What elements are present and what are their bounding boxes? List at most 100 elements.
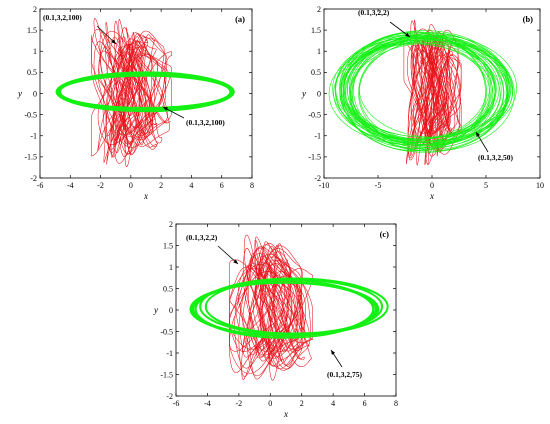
attractor-trajectory bbox=[93, 41, 148, 137]
ellipse-ring bbox=[353, 33, 510, 148]
y-tick-label: 2 bbox=[33, 5, 37, 14]
ellipse-ring bbox=[358, 39, 504, 146]
attractor-trajectory bbox=[112, 30, 165, 164]
arrowhead bbox=[405, 32, 410, 37]
attractor-trajectory bbox=[254, 236, 313, 367]
y-axis-label: y bbox=[153, 305, 158, 315]
attractor-trajectory bbox=[425, 54, 462, 133]
x-tick-label: -5 bbox=[375, 181, 382, 190]
chart-panel-b: -10 -5 0 5 10 -2 -1.5 -1 -0.5 0 0.5 1 1.5 2 x y (b) (0.1,… bbox=[301, 5, 544, 201]
attractor-trajectory bbox=[410, 43, 437, 157]
x-tick-label: 2 bbox=[300, 399, 304, 408]
panel-label: (a) bbox=[235, 14, 245, 24]
ellipse-ring bbox=[358, 36, 507, 150]
y-tick-label: 2 bbox=[317, 5, 321, 14]
y-tick-label: 0.5 bbox=[311, 68, 321, 77]
series-green-ellipse bbox=[328, 30, 517, 153]
chart-panel-a: -6 -4 -2 0 2 4 6 8 -2 -1.5 -1 -0.5 0 0.5 1 1.5 2 x y (a) (0.… bbox=[17, 5, 254, 201]
x-tick-label: -2 bbox=[97, 181, 104, 190]
y-tick-label: -2 bbox=[314, 174, 321, 183]
attractor-trajectory bbox=[429, 49, 449, 127]
x-tick-label: -4 bbox=[204, 399, 211, 408]
y-tick-label: 2 bbox=[169, 220, 173, 229]
attractor-trajectory bbox=[124, 33, 152, 156]
y-tick-label: -1.5 bbox=[308, 153, 321, 162]
attractor-trajectory bbox=[124, 34, 156, 167]
ellipse-ring bbox=[192, 282, 377, 337]
x-tick-label: -4 bbox=[67, 181, 74, 190]
x-tick-label: 0 bbox=[129, 181, 133, 190]
x-tick-label: 8 bbox=[394, 399, 398, 408]
y-axis-label: y bbox=[17, 89, 22, 99]
series-green-ellipse bbox=[55, 71, 235, 113]
series-green-ellipse bbox=[189, 277, 389, 339]
attractor-trajectory bbox=[262, 252, 300, 353]
y-tick-label: -1.5 bbox=[160, 370, 173, 379]
annotation-red: (0.1,3,2,2) bbox=[358, 8, 390, 17]
attractor-trajectory bbox=[253, 262, 306, 352]
y-tick-label: 0 bbox=[317, 89, 321, 98]
y-tick-label: -0.5 bbox=[24, 110, 37, 119]
attractor-trajectory bbox=[265, 245, 303, 366]
x-tick-label: 6 bbox=[363, 399, 367, 408]
y-axis-label: y bbox=[301, 89, 306, 99]
ellipse-ring bbox=[194, 279, 375, 339]
x-tick-label: 6 bbox=[220, 181, 224, 190]
arrowhead bbox=[233, 259, 238, 264]
y-tick-label: 0.5 bbox=[27, 68, 37, 77]
attractor-trajectory bbox=[132, 31, 146, 146]
attractor-trajectory bbox=[429, 51, 454, 146]
chart-panel-c: -6 -4 -2 0 2 4 6 8 -2 -1.5 -1 -0.5 0 0.5 1 1.5 2 x y (c) (0.… bbox=[153, 220, 398, 419]
annotation-red: (0.1,3,2,2) bbox=[186, 233, 218, 242]
attractor-trajectory bbox=[255, 239, 305, 361]
attractor-trajectory bbox=[243, 234, 283, 367]
y-tick-label: -2 bbox=[30, 174, 37, 183]
attractor-trajectory bbox=[246, 248, 303, 377]
attractor-trajectory bbox=[229, 267, 290, 350]
attractor-trajectory bbox=[414, 50, 442, 134]
y-tick-label: -0.5 bbox=[308, 110, 321, 119]
annotation-green: (0.1,3,2,100) bbox=[186, 118, 225, 127]
attractor-trajectory bbox=[413, 44, 445, 132]
x-tick-label: 5 bbox=[484, 181, 488, 190]
annotation-red: (0.1,3,2,100) bbox=[43, 13, 82, 22]
series-red-attractor bbox=[91, 17, 172, 167]
attractor-trajectory bbox=[91, 34, 150, 139]
y-tick-label: 1 bbox=[317, 47, 321, 56]
y-tick-label: 1 bbox=[33, 47, 37, 56]
plot-area bbox=[328, 19, 517, 166]
attractor-trajectory bbox=[106, 36, 148, 165]
panel-label: (b) bbox=[523, 14, 534, 24]
y-tick-label: 1.5 bbox=[163, 241, 173, 250]
arrowhead bbox=[111, 39, 116, 44]
attractor-trajectory bbox=[246, 256, 276, 358]
x-tick-label: 0 bbox=[268, 399, 272, 408]
y-tick-label: 1.5 bbox=[311, 26, 321, 35]
y-tick-label: -1 bbox=[30, 132, 37, 141]
attractor-trajectory bbox=[246, 265, 313, 344]
ellipse-ring bbox=[56, 71, 234, 113]
x-axis-label: x bbox=[429, 191, 434, 201]
plot-frame bbox=[175, 223, 397, 397]
y-tick-label: 0.5 bbox=[163, 284, 173, 293]
ellipse-ring bbox=[343, 40, 487, 140]
attractor-trajectory bbox=[115, 43, 172, 141]
attractor-trajectory bbox=[242, 247, 274, 362]
attractor-trajectory bbox=[260, 259, 303, 358]
x-tick-label: 8 bbox=[250, 181, 254, 190]
arrowhead bbox=[163, 107, 168, 111]
attractor-trajectory bbox=[115, 27, 140, 158]
y-tick-label: 1.5 bbox=[27, 26, 37, 35]
annotation-green: (0.1,3,2,50) bbox=[478, 153, 513, 162]
attractor-trajectory bbox=[103, 34, 149, 164]
ellipse-ring bbox=[333, 43, 494, 144]
x-tick-label: 0 bbox=[430, 181, 434, 190]
attractor-trajectory bbox=[432, 31, 452, 153]
attractor-trajectory bbox=[115, 54, 135, 142]
ellipse-ring bbox=[347, 31, 509, 147]
ellipse-ring bbox=[341, 36, 490, 141]
attractor-trajectory bbox=[267, 243, 290, 381]
x-axis-label: x bbox=[283, 409, 288, 419]
attractor-trajectory bbox=[259, 262, 292, 359]
y-tick-label: 0 bbox=[33, 89, 37, 98]
